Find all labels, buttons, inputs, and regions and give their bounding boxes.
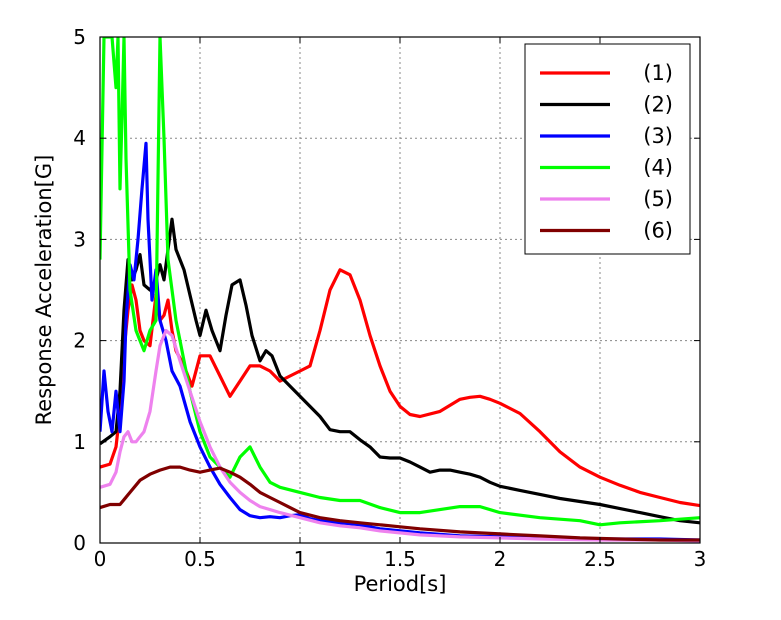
y-tick-label: 5 <box>73 25 86 49</box>
y-axis-title: Response Acceleration[G] <box>32 155 56 426</box>
series-line-6 <box>100 465 700 542</box>
legend-box <box>524 43 691 255</box>
y-tick-label: 1 <box>73 430 86 454</box>
legend-label-3: (3) <box>643 124 673 148</box>
x-tick-label: 3 <box>694 547 707 571</box>
series-line-4 <box>100 37 700 527</box>
series-lines <box>100 37 700 543</box>
x-tick-label: 0 <box>94 547 107 571</box>
x-tick-label: 2.5 <box>584 547 616 571</box>
axis-ticks: 0 0.5 1 1.5 2 2.5 3 0 1 2 3 4 5 <box>73 25 706 571</box>
legend-label-5: (5) <box>643 187 673 211</box>
legend-label-4: (4) <box>643 156 673 180</box>
y-tick-label: 3 <box>73 227 86 251</box>
y-tick-label: 2 <box>73 329 86 353</box>
x-axis-title: Period[s] <box>354 572 447 596</box>
series-line-3 <box>100 141 700 542</box>
x-tick-label: 0.5 <box>184 547 216 571</box>
x-tick-label: 1.5 <box>384 547 416 571</box>
legend-label-6: (6) <box>643 219 673 243</box>
y-tick-label: 4 <box>73 126 86 150</box>
series-line-5 <box>100 328 700 543</box>
x-tick-label: 2 <box>494 547 507 571</box>
legend-label-1: (1) <box>643 61 673 85</box>
legend: (1) (2) (3) (4) (5) (6) <box>524 43 691 255</box>
y-tick-label: 0 <box>73 531 86 555</box>
legend-label-2: (2) <box>643 93 673 117</box>
x-tick-label: 1 <box>294 547 307 571</box>
